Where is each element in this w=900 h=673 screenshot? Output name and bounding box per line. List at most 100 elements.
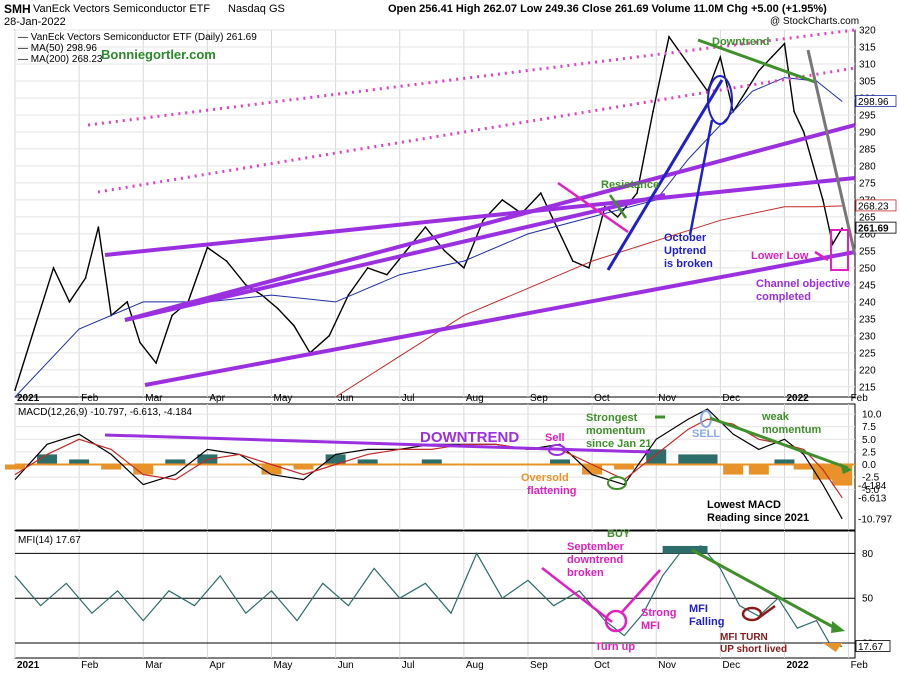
label-strongest-3: since Jan 21: [586, 438, 651, 450]
label-mfi-turn-1: MFI TURN: [720, 632, 768, 643]
y-tick-label: 235: [859, 314, 876, 325]
macd-hist-bar: [614, 464, 635, 470]
macd-hist-bar: [69, 459, 90, 465]
mfi-value-label: 17.67: [858, 642, 883, 653]
price-point: [822, 199, 824, 201]
price-point: [225, 260, 228, 262]
magenta-downline: [557, 181, 629, 234]
price-point: [366, 267, 369, 269]
x-tick-label: Jul: [402, 393, 415, 404]
annotations-price: Downtrend October Uptrend is broken Resi…: [87, 28, 857, 387]
mfi-value-box: [855, 640, 891, 652]
y-tick-label: 315: [859, 42, 876, 53]
exchange: Nasdaq GS: [228, 3, 285, 15]
turn-up-circle: [604, 609, 628, 633]
price-point: [347, 294, 350, 296]
price-point: [155, 362, 157, 364]
price-point: [745, 90, 747, 92]
steep-trend-line: [806, 49, 857, 256]
label-strong-mfi-2: MFI: [641, 620, 660, 632]
price-value-label: 268.23: [858, 201, 889, 212]
security-name: VanEck Vectors Semiconductor ETF: [33, 3, 210, 15]
y-tick-label: 245: [859, 280, 876, 291]
y-tick-label: 7.5: [862, 422, 876, 433]
label-sell2: SELL: [692, 428, 720, 440]
y-tick-label: 5.0: [862, 435, 876, 446]
price-point: [14, 389, 16, 392]
lower-low-box: [830, 229, 849, 271]
x-tick-label: Feb: [851, 393, 869, 404]
y-tick-label: 220: [859, 365, 876, 376]
weak-momentum-arrowhead: [840, 463, 852, 474]
price-point: [482, 219, 484, 222]
october-uptrend-line: [606, 79, 724, 271]
x-tick-label: May: [273, 660, 292, 671]
price-point: [719, 56, 722, 58]
price-value-label: 261.69: [858, 224, 889, 235]
label-channel-2: completed: [756, 291, 811, 303]
price-point: [405, 250, 407, 252]
price-point: [424, 226, 427, 228]
annotations-macd: DOWNTREND Sell Oversold flattening Stron…: [104, 410, 852, 524]
label-oversold-1: Oversold: [521, 472, 569, 484]
x-tick-label: Feb: [81, 660, 99, 671]
macd-hist-bar: [293, 464, 314, 470]
y-tick-label: 250: [859, 263, 876, 274]
label-resistance: Resistance: [601, 179, 659, 191]
channel-lower: [144, 250, 856, 387]
label-october-3: is broken: [664, 258, 713, 270]
price-point: [802, 131, 805, 133]
x-tick-label: 2022: [786, 393, 809, 404]
dotted-upper: [87, 28, 856, 127]
price-point: [443, 250, 446, 252]
macd-hist-bar: [774, 459, 795, 465]
mfi-overbought-fill: [662, 545, 708, 554]
price-point: [501, 199, 504, 201]
label-strongest-2: momentum: [586, 425, 646, 437]
downtrend-line: [697, 38, 816, 84]
y-tick-label: 285: [859, 144, 876, 155]
x-tick-label: Mar: [145, 660, 163, 671]
price-point: [33, 328, 36, 330]
price-value-box: [855, 199, 897, 212]
mfi-line: [14, 545, 843, 648]
macd-hist-bar: [101, 464, 122, 470]
y-tick-label: 265: [859, 212, 876, 223]
channel-top: [124, 123, 856, 322]
price-point: [687, 63, 690, 65]
x-tick-label: Nov: [658, 393, 676, 404]
price-point: [261, 294, 263, 296]
macd-hist-bar: [37, 454, 58, 465]
macd-hist-bar: [133, 464, 154, 475]
mfi-oversold-fill: [822, 643, 843, 653]
y-tick-label: -5.0: [862, 485, 880, 496]
y-tick-label: 320: [859, 26, 876, 37]
mfi-falling-line: [691, 548, 836, 630]
x-tick-label: Jun: [338, 393, 354, 404]
macd-value-label: -4.184: [858, 481, 887, 492]
price-point: [841, 227, 843, 229]
macd-hist-bar: [421, 459, 442, 465]
x-tick-label: 2022: [786, 660, 809, 671]
label-macd-downtrend: DOWNTREND: [420, 429, 519, 446]
price-point: [668, 35, 670, 38]
macd-value-label: -10.797: [858, 514, 892, 525]
channel-mid: [124, 193, 666, 322]
chart-date: 28-Jan-2022: [4, 16, 66, 28]
dotted-lower: [97, 66, 856, 194]
x-tick-label: Feb: [851, 660, 869, 671]
y-tick-label: 80: [862, 549, 874, 560]
legend-price: — VanEck Vectors Semiconductor ETF (Dail…: [18, 32, 257, 43]
macd-hist-bar: [550, 459, 571, 465]
y-tick-label: 290: [859, 127, 876, 138]
price-point: [386, 273, 388, 276]
x-tick-label: Aug: [466, 393, 484, 404]
label-sept-3: broken: [567, 567, 604, 579]
x-tick-label: May: [273, 393, 292, 404]
label-turn-up: Turn up: [595, 641, 635, 653]
price-value-box: [855, 95, 897, 107]
price-point: [68, 301, 71, 303]
label-weak-2: momentum: [762, 424, 822, 436]
label-strongest-1: Strongest: [586, 412, 638, 424]
